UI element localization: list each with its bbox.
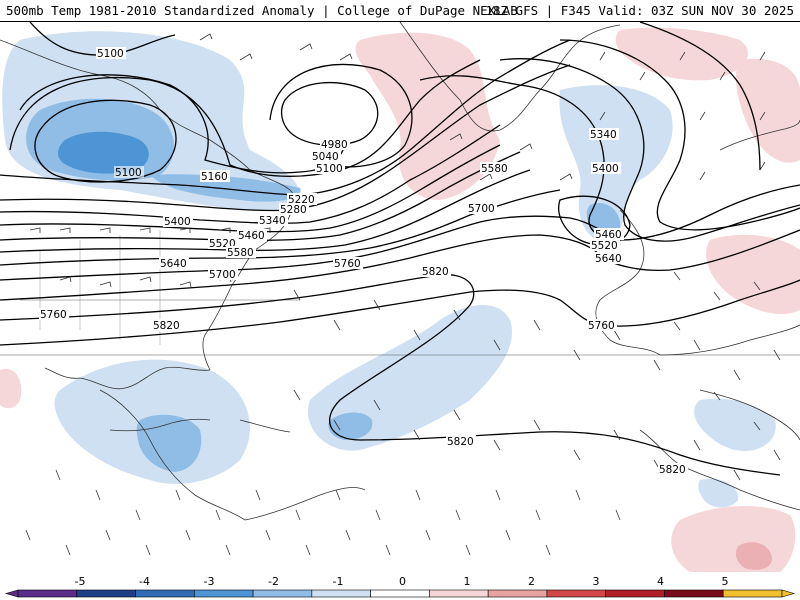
legend-min-arrow bbox=[4, 589, 19, 598]
cold-anomaly-area bbox=[136, 414, 202, 472]
legend-tick-label: 2 bbox=[528, 575, 535, 588]
contour-label: 5640 bbox=[160, 258, 187, 270]
map-header: 500mb Temp 1981-2010 Standardized Anomal… bbox=[0, 0, 800, 22]
model-valid-time: 18Z GFS | F345 Valid: 03Z SUN NOV 30 202… bbox=[485, 3, 794, 18]
contour-label: 5700 bbox=[209, 269, 236, 281]
legend-tick-label: -1 bbox=[332, 575, 344, 588]
contour-label: 5760 bbox=[334, 258, 361, 270]
contour-label: 5160 bbox=[201, 171, 228, 183]
warm-anomaly-area bbox=[355, 32, 500, 200]
legend-tick-label: -3 bbox=[203, 575, 215, 588]
contour-label: 5340 bbox=[259, 215, 286, 227]
legend-tick-label: 1 bbox=[463, 575, 471, 588]
contour-label: 5460 bbox=[595, 229, 622, 241]
contour-label: 5100 bbox=[115, 167, 142, 179]
legend-color-swatch bbox=[17, 589, 78, 598]
anomaly-shading bbox=[0, 27, 800, 572]
contour-label: 4980 bbox=[321, 139, 348, 151]
legend-tick-label: 3 bbox=[592, 575, 600, 588]
contour-label: 5820 bbox=[422, 266, 449, 278]
legend-color-swatch bbox=[487, 589, 548, 598]
contour-label: 5340 bbox=[590, 129, 617, 141]
legend-color-swatch bbox=[76, 589, 136, 598]
legend-color-swatch bbox=[664, 589, 724, 598]
warm-anomaly-area bbox=[735, 542, 772, 570]
cold-anomaly-area bbox=[150, 174, 301, 202]
contour-label: 5520 bbox=[591, 240, 618, 252]
cold-anomaly-area bbox=[694, 398, 776, 451]
legend-color-swatch bbox=[135, 589, 195, 598]
legend-color-swatch bbox=[605, 589, 665, 598]
contour-labels: 5100 5100 5100 4980 5040 5160 5220 5280 … bbox=[39, 47, 688, 476]
legend-tick-label: -2 bbox=[268, 575, 279, 588]
contour-label: 5400 bbox=[164, 216, 191, 228]
contour-label: 5820 bbox=[447, 436, 474, 448]
warm-anomaly-area bbox=[615, 27, 749, 81]
contour-label: 5820 bbox=[153, 320, 180, 332]
legend-tick-label: 4 bbox=[657, 575, 664, 588]
legend-color-bar bbox=[4, 589, 796, 598]
legend-color-swatch bbox=[194, 589, 254, 598]
contour-label: 5280 bbox=[280, 204, 307, 216]
contour-label: 5400 bbox=[592, 163, 619, 175]
contour-label: 5040 bbox=[312, 151, 339, 163]
legend-color-swatch bbox=[311, 589, 371, 598]
contour-label: 5580 bbox=[481, 163, 508, 175]
contour-label: 5760 bbox=[588, 320, 615, 332]
warm-anomaly-area bbox=[671, 505, 796, 572]
anomaly-color-legend: -5 -4 -3 -2 -1 0 1 2 3 4 5 bbox=[0, 574, 800, 600]
legend-color-swatch bbox=[546, 589, 606, 598]
legend-color-swatch bbox=[370, 589, 430, 598]
contour-label: 5580 bbox=[227, 247, 254, 259]
anomaly-map: 5100 5100 5100 4980 5040 5160 5220 5280 … bbox=[0, 22, 800, 574]
legend-color-swatch bbox=[722, 589, 783, 598]
contour-label: 5820 bbox=[659, 464, 686, 476]
legend-tick-label: -5 bbox=[74, 575, 86, 588]
cold-anomaly-area bbox=[58, 131, 149, 174]
contour-label: 5460 bbox=[238, 230, 265, 242]
legend-tick-label: -4 bbox=[139, 575, 150, 588]
legend-tick-label: 0 bbox=[399, 575, 406, 588]
warm-anomaly-area bbox=[0, 369, 22, 409]
contour-label: 5100 bbox=[316, 163, 343, 175]
warm-anomaly-area bbox=[706, 234, 800, 315]
legend-tick-label: 5 bbox=[721, 575, 729, 588]
height-contours bbox=[0, 22, 800, 476]
map-title: 500mb Temp 1981-2010 Standardized Anomal… bbox=[6, 3, 518, 18]
legend-color-swatch bbox=[252, 589, 313, 598]
warm-anomaly-area bbox=[735, 58, 800, 163]
contour-label: 5100 bbox=[97, 48, 124, 60]
legend-max-arrow bbox=[781, 589, 796, 598]
contour-label: 5700 bbox=[468, 203, 495, 215]
contour-label: 5760 bbox=[40, 309, 67, 321]
legend-color-swatch bbox=[429, 589, 489, 598]
cold-anomaly-area bbox=[328, 412, 373, 440]
contour-label: 5640 bbox=[595, 253, 622, 265]
cold-anomaly-area bbox=[698, 478, 739, 508]
